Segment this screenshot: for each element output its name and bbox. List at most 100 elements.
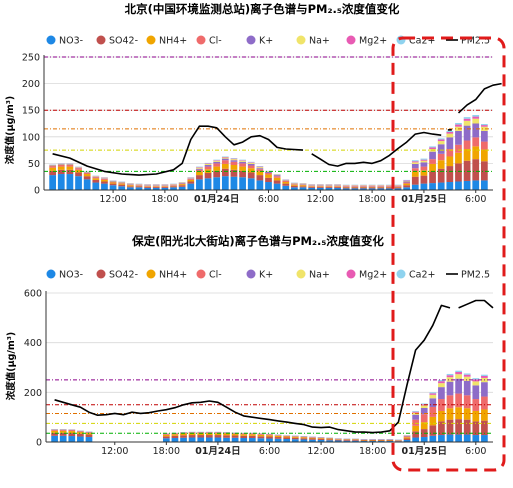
bar-Na-48 — [455, 374, 462, 378]
bar-K-46 — [438, 387, 445, 399]
bar-Cl-45 — [429, 159, 436, 164]
bar-SO42-24 — [249, 436, 256, 438]
bar-Mg2-45 — [429, 393, 436, 394]
bar-NH4-20 — [213, 167, 220, 171]
bar-SO42-33 — [326, 187, 333, 188]
legend-swatch-SO42 — [97, 36, 106, 45]
bar-NO3-49 — [464, 435, 471, 442]
bar-Ca2-47 — [447, 374, 454, 375]
x-tick-label-2: 01月24日 — [195, 446, 240, 457]
bar-Na-2 — [58, 164, 65, 165]
bar-NH4-29 — [292, 437, 299, 438]
bar-SO42-16 — [179, 185, 186, 187]
bar-NO3-5 — [84, 179, 91, 190]
bar-Cl-20 — [213, 163, 220, 166]
bar-NH4-46 — [438, 411, 445, 421]
bar-SO42-18 — [196, 175, 203, 179]
bar-Cl-51 — [481, 397, 488, 410]
bar-Cl-4 — [75, 168, 82, 170]
bar-Cl-46 — [438, 154, 445, 160]
bar-Mg2-18 — [196, 167, 203, 168]
bar-Na-44 — [421, 405, 428, 407]
bar-SO42-28 — [283, 438, 290, 439]
bar-K-49 — [464, 381, 471, 395]
bar-NH4-10 — [127, 185, 134, 186]
bar-Cl-8 — [110, 182, 117, 183]
bar-NO3-4 — [77, 437, 84, 442]
bar-NO3-4 — [75, 176, 82, 190]
legend-swatch-Cl — [197, 270, 206, 279]
bar-NH4-51 — [481, 150, 488, 162]
bar-Ca2-50 — [472, 378, 479, 379]
bar-Cl-37 — [360, 186, 367, 187]
x-tick-label-3: 6:00 — [258, 194, 279, 205]
bar-SO42-26 — [266, 437, 273, 439]
bar-SO42-49 — [464, 161, 471, 181]
bar-K-33 — [326, 185, 333, 186]
bar-Na-50 — [472, 381, 479, 385]
bar-NO3-45 — [429, 183, 436, 190]
bar-SO42-28 — [282, 184, 289, 186]
bar-Ca2-42 — [403, 180, 410, 181]
bar-Mg2-48 — [455, 125, 462, 127]
bar-Mg2-51 — [481, 376, 488, 378]
x-tick-label-3: 6:00 — [259, 446, 280, 457]
bar-NH4-16 — [180, 434, 187, 436]
bar-Mg2-50 — [472, 117, 479, 119]
bar-Na-3 — [67, 164, 74, 165]
bar-NO3-1 — [51, 436, 58, 442]
bar-NH4-50 — [472, 146, 479, 159]
bar-Cl-12 — [144, 186, 151, 187]
bar-Na-1 — [49, 165, 56, 166]
bar-SO42-21 — [223, 435, 230, 437]
bar-Na-16 — [179, 183, 186, 184]
bar-Ca2-25 — [256, 166, 263, 167]
y-tick-label-3: 600 — [24, 289, 42, 300]
bar-NO3-47 — [447, 435, 454, 442]
bar-Mg2-25 — [256, 167, 263, 168]
bar-Cl-38 — [369, 186, 376, 187]
bar-NO3-18 — [196, 179, 203, 190]
bar-NH4-27 — [274, 178, 281, 181]
x-tick-label-4: 12:00 — [307, 446, 334, 457]
bar-Ca2-46 — [438, 138, 445, 139]
bar-NH4-24 — [249, 434, 256, 435]
bar-Cl-2 — [58, 165, 65, 167]
bar-NH4-12 — [144, 186, 151, 187]
bar-K-50 — [472, 385, 479, 399]
chart-baoding-title: 保定(阳光北大街站)离子色谱与PM₂.₅浓度值变化 — [131, 234, 384, 248]
bar-SO42-32 — [317, 187, 324, 188]
bar-NH4-37 — [360, 187, 367, 188]
bar-NO3-19 — [206, 438, 213, 442]
bar-SO42-29 — [291, 186, 298, 188]
bar-NO3-24 — [248, 178, 255, 190]
bar-NH4-36 — [351, 187, 358, 188]
bar-Na-32 — [317, 185, 324, 186]
bar-K-4 — [75, 168, 82, 169]
bar-Ca2-44 — [421, 404, 428, 405]
bar-Cl-13 — [153, 186, 160, 187]
bar-NO3-17 — [187, 184, 194, 190]
bar-SO42-51 — [481, 161, 488, 180]
legend-swatch-K — [247, 270, 256, 279]
legend-label-Cl: Cl- — [209, 270, 222, 281]
bar-NH4-16 — [179, 184, 186, 185]
x-tick-label-5: 18:00 — [358, 194, 385, 205]
bar-Cl-3 — [68, 430, 75, 431]
bar-NH4-3 — [68, 431, 75, 433]
bar-Cl-1 — [49, 166, 56, 168]
bar-Na-43 — [412, 162, 419, 164]
bar-NH4-1 — [49, 168, 56, 171]
bar-Mg2-46 — [438, 139, 445, 141]
bar-NO3-6 — [92, 183, 99, 190]
bar-K-27 — [274, 175, 281, 176]
bar-K-49 — [464, 126, 471, 141]
bar-SO42-36 — [352, 440, 359, 441]
bar-Cl-21 — [222, 160, 229, 164]
bar-SO42-45 — [429, 171, 436, 183]
bar-SO42-18 — [197, 435, 204, 437]
bar-Na-44 — [421, 161, 428, 163]
bar-NH4-33 — [326, 439, 333, 440]
bar-NO3-20 — [213, 177, 220, 190]
